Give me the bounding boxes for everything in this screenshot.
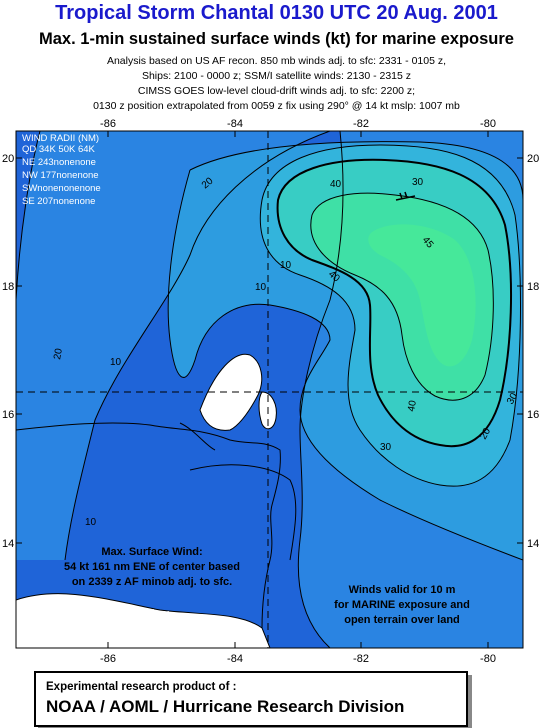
- contour-label-20-west: 20: [52, 347, 65, 360]
- analysis-line-2: Ships: 2100 - 0000 z; SSM/I satellite wi…: [141, 70, 412, 82]
- contour-label-10-south: 10: [85, 517, 97, 528]
- lat-tick-right-1: 20: [527, 153, 539, 165]
- contour-line-10-west: [16, 131, 331, 561]
- analysis-line-1: Analysis based on US AF recon. 850 mb wi…: [106, 55, 447, 67]
- lat-tick-left-4: 14: [2, 538, 14, 550]
- contour-label-10-west: 10: [110, 357, 122, 368]
- land-masses: [16, 353, 277, 648]
- map-title: Tropical Storm Chantal 0130 UTC 20 Aug. …: [55, 2, 498, 24]
- wind-field-map: 20 40 30 45 10 40 10 20 10 40 30 20 30 1…: [2, 118, 539, 665]
- lon-tick-bottom-2: -84: [227, 653, 243, 665]
- wind-radii-se: SE 207nonenone: [22, 196, 95, 207]
- contour-line-10-inner: [189, 464, 297, 561]
- credit-fragment: Research Division:: [78, 608, 170, 620]
- contour-line-40: [276, 158, 513, 448]
- wind-radii-nw: NW 177nonenone: [22, 170, 99, 181]
- lon-tick-top-3: -82: [353, 118, 369, 130]
- contour-label-10-yucatan: 10: [255, 282, 267, 293]
- lon-tick-bottom-4: -80: [480, 653, 496, 665]
- lat-tick-left-1: 20: [2, 153, 14, 165]
- contour-band-max: [368, 224, 476, 367]
- wind-radii-header: QD 34K 50K 64K: [22, 144, 96, 155]
- contour-label-30-north: 30: [412, 177, 424, 188]
- contour-label-30-east: 30: [505, 391, 520, 407]
- contour-band-10: [16, 131, 330, 560]
- analysis-line-4: 0130 z position extrapolated from 0059 z…: [93, 100, 460, 112]
- contour-label-30-west: 10: [280, 260, 292, 271]
- max-wind-line-2: 54 kt 161 nm ENE of center based: [64, 561, 240, 573]
- validity-line-1: Winds valid for 10 m: [349, 584, 456, 596]
- wind-radii-ne: NE 243nonenone: [22, 157, 96, 168]
- lon-tick-top-1: -86: [100, 118, 116, 130]
- contour-line-30: [259, 144, 521, 487]
- contour-label-30-south: 30: [380, 442, 392, 453]
- analysis-line-3: CIMSS GOES low-level cloud-drift winds a…: [137, 85, 416, 97]
- contour-line-10-east: [297, 131, 344, 648]
- lon-tick-top-4: -80: [480, 118, 496, 130]
- lat-tick-right-3: 16: [527, 409, 539, 421]
- contour-line-20: [167, 141, 523, 561]
- validity-line-3: open terrain over land: [344, 614, 460, 626]
- max-wind-line-1: Max. Surface Wind:: [101, 546, 202, 558]
- lon-tick-bottom-3: -82: [353, 653, 369, 665]
- wind-radii-title: WIND RADII (NM): [22, 133, 99, 144]
- wind-barb-icon: [395, 191, 416, 201]
- central-america-coast: [16, 593, 271, 648]
- map-subtitle: Max. 1-min sustained surface winds (kt) …: [39, 30, 514, 48]
- lon-tick-bottom-1: -86: [100, 653, 116, 665]
- axis-ticks: [16, 131, 523, 648]
- validity-line-2: for MARINE exposure and: [334, 599, 470, 611]
- lat-tick-left-2: 18: [2, 281, 14, 293]
- lat-tick-right-4: 14: [527, 538, 539, 550]
- contour-label-20-east: 20: [478, 426, 493, 442]
- wind-radii-sw: SWnonenonenone: [22, 183, 101, 194]
- credit-line-2: NOAA / AOML / Hurricane Research Divisio…: [46, 697, 405, 716]
- yucatan-peninsula: [199, 353, 263, 431]
- lon-tick-top-2: -84: [227, 118, 243, 130]
- credit-box: Experimental research product of : NOAA …: [34, 671, 468, 727]
- contour-label-40-south: 40: [406, 399, 419, 412]
- lat-tick-left-3: 16: [2, 409, 14, 421]
- contour-label-40-north: 40: [330, 179, 342, 190]
- coastline: [16, 422, 281, 629]
- map-frame: [15, 130, 524, 649]
- credit-line-1: Experimental research product of :: [46, 681, 237, 693]
- max-wind-line-3: on 2339 z AF minob adj. to sfc.: [72, 576, 232, 588]
- lat-tick-right-2: 18: [527, 281, 539, 293]
